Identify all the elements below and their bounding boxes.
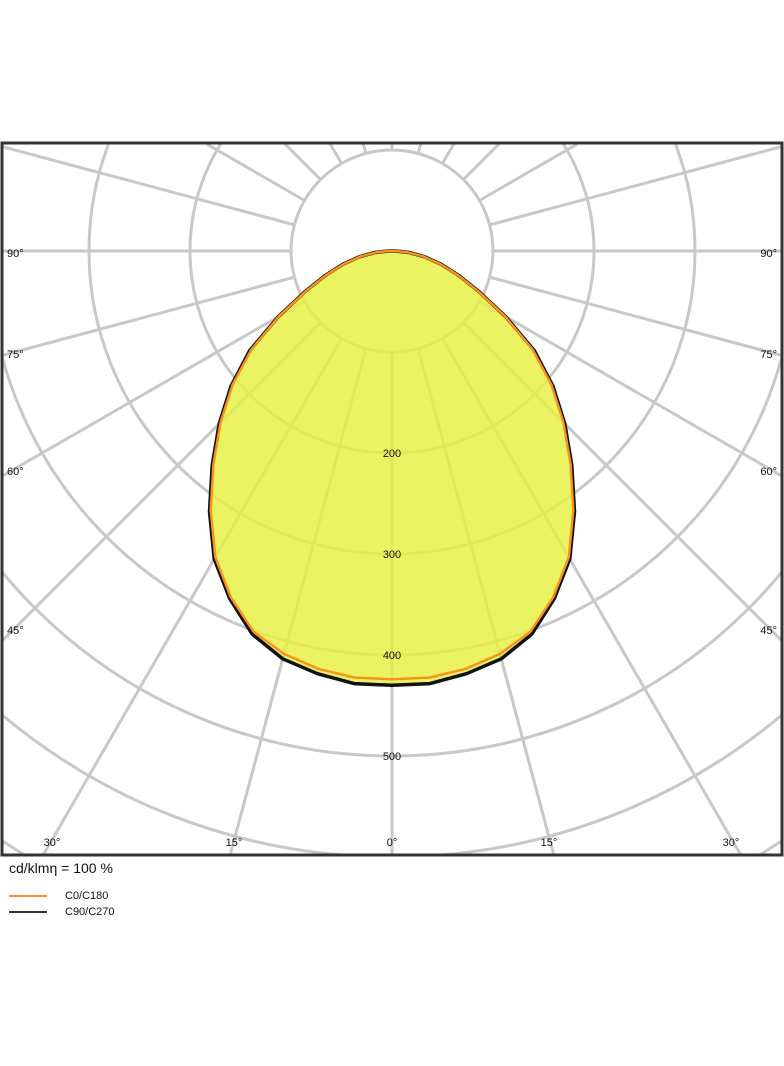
- radial-tick-label-200: 200: [383, 448, 401, 460]
- radial-tick-label-300: 300: [383, 549, 401, 561]
- radial-tick-label-500: 500: [383, 751, 401, 763]
- angle-label-left-90: 90°: [7, 248, 24, 260]
- legend-swatch-orange: [9, 895, 47, 897]
- legend-item-c0: C0/C180: [9, 890, 108, 902]
- grid-spoke-105: [489, 145, 781, 227]
- radial-tick-labels: 200 300 400 500: [383, 448, 401, 763]
- angle-label-right-75: 75°: [760, 349, 777, 361]
- angle-label-right-45: 45°: [760, 625, 777, 637]
- radial-tick-label-400: 400: [383, 650, 401, 662]
- unit-label: cd/klmη = 100 %: [9, 860, 113, 876]
- angle-label-bottom-15-right: 15°: [541, 837, 558, 849]
- grid-spoke-285: [3, 275, 295, 357]
- legend-label: C0/C180: [65, 890, 109, 902]
- grid-spoke-135: [462, 144, 501, 181]
- curves: [207, 249, 577, 688]
- grid-spoke-240: [205, 144, 306, 202]
- angle-label-left-45: 45°: [7, 625, 24, 637]
- angle-label-bottom-0: 0°: [387, 837, 398, 849]
- grid-spoke-165: [416, 144, 423, 154]
- intensity-fill: [209, 251, 575, 686]
- grid-spoke-225: [283, 144, 322, 181]
- grid-spoke-300: [3, 300, 306, 477]
- grid-spoke-120: [478, 144, 579, 202]
- legend-swatch-black: [9, 911, 47, 913]
- legend-item-c90: C90/C270: [9, 906, 115, 918]
- angle-label-left-75: 75°: [7, 349, 24, 361]
- legend-label: C90/C270: [65, 906, 115, 918]
- angle-label-bottom-15-left: 15°: [226, 837, 243, 849]
- series-c0-c180: [209, 249, 575, 681]
- angle-label-right-90: 90°: [760, 248, 777, 260]
- grid-spoke-255: [3, 145, 295, 227]
- grid-spoke-60: [478, 300, 781, 477]
- angle-label-bottom-30-right: 30°: [723, 837, 740, 849]
- angle-label-right-60: 60°: [760, 466, 777, 478]
- angle-label-bottom-30-left: 30°: [44, 837, 61, 849]
- chart-frame: [0, 141, 784, 857]
- grid-spoke-75: [489, 275, 781, 357]
- grid-spoke-195: [361, 144, 368, 154]
- grid-spoke-150: [441, 144, 456, 165]
- grid-spoke-210: [328, 144, 343, 165]
- angle-label-left-60: 60°: [7, 466, 24, 478]
